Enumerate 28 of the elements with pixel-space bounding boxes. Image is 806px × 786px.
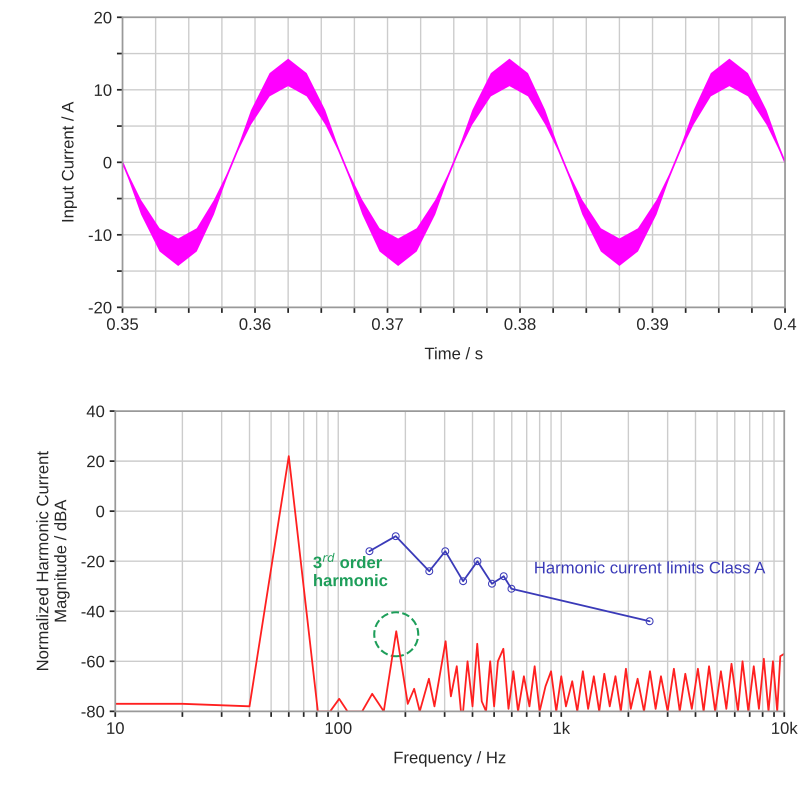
x-tick-label: 0.37 (372, 318, 403, 330)
y-tick-label: -20 (81, 556, 104, 568)
y-tick-label: -20 (88, 302, 112, 314)
y-axis-title: Normalized Harmonic Current Magnitude / dBA (36, 451, 70, 670)
y-tick-label: 20 (87, 456, 104, 468)
y-tick-label: -40 (81, 606, 104, 618)
y-tick-label: 20 (94, 12, 112, 24)
y-tick-label: -10 (88, 229, 112, 242)
x-tick-label: 0.35 (106, 318, 138, 330)
y-tick-label: 10 (94, 84, 112, 96)
annotation: 3$^{rd}$ order harmonic (313, 552, 388, 586)
y-tick-label: -60 (81, 656, 104, 668)
x-tick-label: 1k (554, 722, 570, 734)
x-tick-label: 0.36 (239, 318, 271, 330)
y-axis-title: Input Current / A (61, 102, 77, 222)
y-tick-label: 0 (103, 156, 112, 169)
series-label: Harmonic current limits Class A (535, 561, 766, 574)
y-tick-label: -80 (81, 706, 104, 718)
x-tick-label: 10 (107, 722, 124, 734)
x-tick-label: 100 (326, 722, 352, 734)
x-tick-label: 0.38 (504, 318, 536, 330)
x-tick-label: 10k (772, 722, 798, 734)
x-tick-label: 0.4 (774, 318, 796, 330)
x-tick-label: 0.39 (636, 318, 668, 330)
y-tick-label: 40 (86, 405, 104, 418)
x-axis-title: Frequency / Hz (394, 751, 506, 767)
y-tick-label: 0 (96, 506, 104, 518)
x-axis-title: Time / s (424, 347, 482, 360)
